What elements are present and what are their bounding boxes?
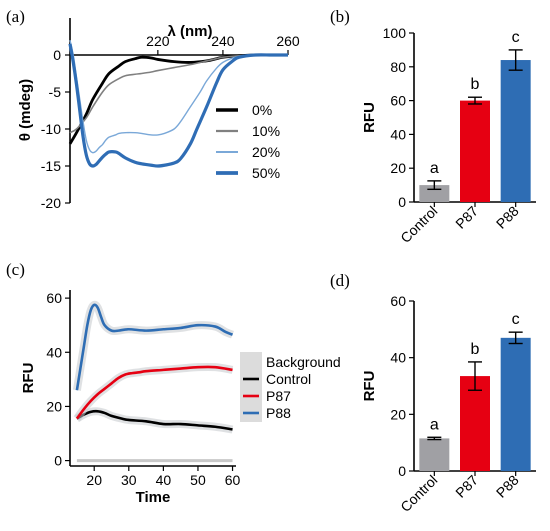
- y-tick-label-c: 20: [46, 398, 62, 414]
- y-tick-label-b: 0: [398, 194, 406, 210]
- y-tick-label-a: -20: [41, 195, 61, 211]
- panel-label-b: (b): [330, 7, 350, 26]
- y-axis-title-b: RFU: [361, 102, 378, 133]
- x-axis-title-c: Time: [136, 489, 171, 506]
- y-tick-label-b: 20: [390, 160, 406, 176]
- legend-background-box-c: [240, 352, 262, 422]
- x-tick-label-b: P88: [493, 203, 522, 232]
- x-tick-label-c: 30: [121, 472, 137, 488]
- bar-b: [500, 60, 531, 202]
- x-tick-label-d: P87: [452, 472, 481, 501]
- series-line-a: [69, 40, 288, 154]
- y-tick-label-c: 40: [46, 344, 62, 360]
- series-line-c: [75, 365, 233, 420]
- x-tick-label-a: 220: [146, 33, 170, 49]
- legend-label-c: Background: [266, 354, 341, 370]
- legend-label-c: Control: [266, 371, 311, 387]
- significance-letter-b: c: [512, 29, 520, 46]
- x-tick-label-a: 240: [211, 33, 235, 49]
- bar-d: [419, 438, 450, 471]
- bar-d: [500, 337, 531, 471]
- y-tick-label-d: 20: [390, 406, 406, 422]
- bar-b: [419, 185, 450, 202]
- x-tick-label-c: 50: [190, 472, 206, 488]
- y-axis-title-c: RFU: [20, 363, 37, 394]
- legend-label-a: 50%: [252, 165, 280, 181]
- y-tick-label-b: 100: [383, 25, 407, 41]
- x-axis-title-a: λ (nm): [168, 23, 213, 40]
- legend-label-a: 10%: [252, 123, 280, 139]
- significance-letter-b: b: [471, 76, 480, 93]
- panel-label-d: (d): [330, 271, 350, 290]
- x-tick-label-c: 40: [156, 472, 172, 488]
- legend-label-a: 20%: [252, 144, 280, 160]
- panel-label-c: (c): [6, 260, 25, 279]
- y-tick-label-d: 0: [398, 463, 406, 479]
- bar-b: [460, 100, 490, 202]
- significance-letter-b: a: [430, 160, 439, 177]
- legend-label-c: P88: [266, 405, 291, 421]
- y-axis-title-a: θ (mdeg): [17, 79, 34, 141]
- y-tick-label-c: 0: [54, 453, 62, 469]
- series-line-a: [68, 43, 288, 168]
- significance-letter-d: b: [471, 341, 480, 358]
- legend-label-c: P87: [266, 388, 291, 404]
- significance-letter-d: c: [512, 311, 520, 328]
- x-tick-label-d: P88: [493, 472, 522, 501]
- x-tick-label-c: 60: [225, 472, 241, 488]
- x-tick-label-c: 20: [86, 472, 102, 488]
- y-tick-label-a: -15: [41, 158, 61, 174]
- series-line-a: [69, 54, 288, 134]
- bar-d: [460, 376, 490, 471]
- panel-label-a: (a): [6, 7, 25, 26]
- y-tick-label-a: -10: [41, 121, 61, 137]
- y-tick-label-b: 40: [390, 126, 406, 142]
- significance-letter-d: a: [430, 416, 439, 433]
- y-tick-label-d: 40: [390, 350, 406, 366]
- chart-a-cd-spectrum: 0 -5 -10 -15 -20 220 240 260 λ (nm) θ (mdeg) 0% 10%…: [17, 18, 300, 211]
- x-tick-label-b: P87: [452, 203, 481, 232]
- y-axis-title-d: RFU: [361, 371, 378, 402]
- y-tick-label-b: 60: [390, 93, 406, 109]
- chart-c-time-course: 0 20 40 60 20 30 40 50 60 Time RFU BackgroundContro…: [20, 290, 341, 506]
- y-tick-label-a: -5: [49, 84, 62, 100]
- series-line-c: [76, 409, 233, 431]
- y-tick-label-b: 80: [390, 59, 406, 75]
- y-tick-label-a: 0: [53, 47, 61, 63]
- y-tick-label-c: 60: [46, 290, 62, 306]
- series-line-c: [75, 303, 234, 391]
- x-tick-label-a: 260: [276, 33, 300, 49]
- y-tick-label-d: 60: [390, 293, 406, 309]
- legend-label-a: 0%: [252, 102, 272, 118]
